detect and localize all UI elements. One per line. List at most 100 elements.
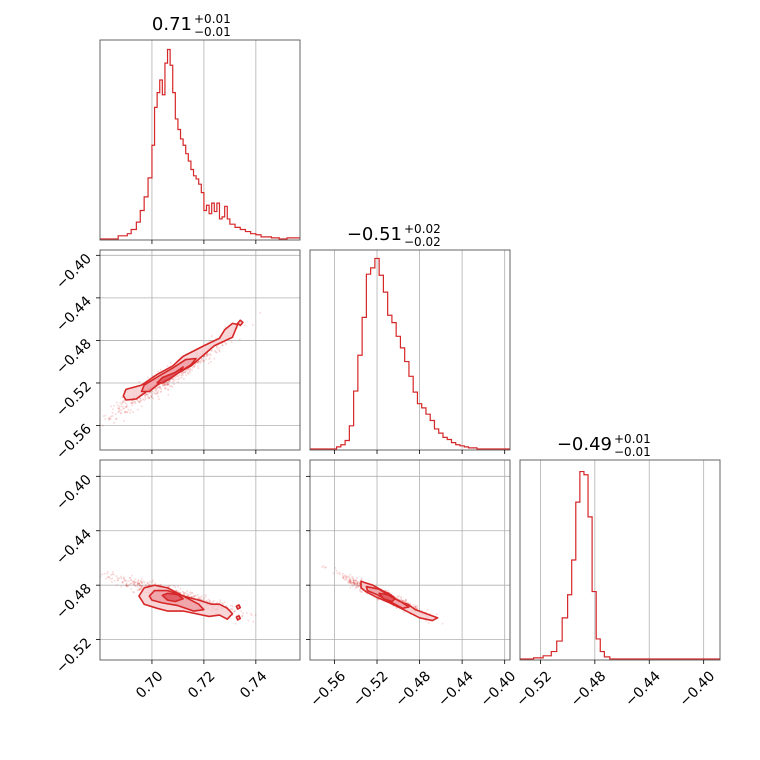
scatter-point	[200, 598, 203, 600]
scatter-point	[352, 578, 354, 580]
scatter-point	[150, 394, 152, 397]
scatter-point	[409, 613, 412, 615]
scatter-point	[348, 580, 351, 583]
scatter-point	[136, 581, 138, 583]
scatter-point	[163, 384, 166, 386]
scatter-point	[146, 585, 149, 587]
scatter-point	[210, 335, 213, 337]
scatter-point	[116, 577, 119, 579]
scatter-point	[156, 390, 158, 393]
scatter-point	[206, 355, 208, 357]
scatter-point	[223, 341, 226, 343]
scatter-point	[126, 404, 128, 407]
scatter-point	[414, 606, 417, 609]
scatter-point	[353, 583, 355, 585]
x-tick-label: −0.52	[513, 668, 555, 710]
scatter-point	[137, 400, 139, 402]
scatter-point	[120, 405, 123, 408]
scatter-point	[398, 598, 400, 601]
scatter-point	[222, 603, 224, 605]
scatter-point	[356, 582, 359, 585]
scatter-point	[92, 572, 94, 574]
scatter-point	[414, 605, 417, 607]
scatter-point	[193, 594, 196, 597]
scatter-point	[185, 369, 188, 371]
scatter-point	[166, 384, 169, 386]
scatter-point	[116, 584, 118, 586]
scatter-point	[214, 350, 216, 352]
scatter-point	[170, 384, 173, 387]
scatter-point	[221, 344, 224, 347]
scatter-point	[144, 394, 147, 397]
scatter-point	[219, 601, 221, 603]
scatter-point	[415, 607, 417, 610]
scatter-point	[127, 585, 129, 588]
scatter-point	[159, 387, 161, 390]
scatter-point	[118, 410, 120, 413]
scatter-point	[402, 599, 404, 602]
scatter-point	[125, 406, 128, 408]
scatter-point	[126, 585, 128, 588]
scatter-point	[352, 579, 355, 582]
x-tick-label: −0.56	[307, 668, 349, 710]
scatter-point	[210, 361, 212, 363]
scatter-point	[174, 586, 177, 588]
scatter-point	[387, 589, 389, 592]
scatter-point	[131, 402, 134, 405]
scatter-point	[214, 351, 217, 353]
scatter-point	[402, 599, 404, 602]
scatter-point	[154, 389, 157, 392]
scatter-point	[197, 362, 199, 364]
scatter-point	[146, 393, 148, 395]
x-tick-label: −0.48	[393, 668, 435, 710]
panel-content	[100, 312, 262, 427]
scatter-point	[178, 377, 181, 379]
scatter-point	[193, 596, 196, 598]
scatter-point	[192, 365, 195, 367]
scatter-point	[250, 612, 252, 615]
scatter-point	[409, 602, 411, 605]
scatter-point	[216, 345, 218, 348]
scatter-point	[111, 571, 114, 573]
scatter-point	[347, 575, 349, 578]
scatter-point	[124, 410, 127, 413]
scatter-point	[137, 582, 139, 585]
scatter-point	[183, 592, 186, 594]
scatter-point	[122, 581, 124, 583]
scatter-point	[405, 598, 407, 601]
scatter-point	[441, 622, 444, 625]
scatter-point	[208, 601, 211, 604]
scatter-point	[121, 402, 124, 404]
scatter-point	[206, 353, 209, 356]
scatter-point	[117, 579, 120, 582]
panel-hist-2-2: −0.49 +0.01−0.01 −0.52 −0.48 −0.44 −0.40	[513, 432, 721, 710]
scatter-point	[132, 411, 134, 413]
scatter-point	[118, 405, 121, 408]
x-tick-label: −0.52	[350, 668, 392, 710]
scatter-point	[141, 584, 144, 587]
scatter-point	[167, 389, 170, 391]
scatter-point	[138, 588, 140, 591]
scatter-point	[424, 611, 427, 614]
scatter-point	[134, 578, 137, 580]
scatter-point	[110, 574, 113, 576]
scatter-point	[219, 346, 221, 349]
scatter-point	[360, 591, 362, 593]
scatter-point	[176, 374, 179, 376]
x-tick-label: 0.74	[237, 668, 270, 701]
scatter-point	[150, 396, 153, 398]
scatter-point	[205, 600, 208, 603]
scatter-point	[125, 582, 128, 585]
scatter-point	[231, 614, 234, 617]
scatter-point	[152, 579, 155, 582]
scatter-point	[324, 566, 326, 569]
scatter-point	[184, 592, 187, 594]
panel-title-plus: +0.01	[194, 12, 231, 26]
scatter-point	[178, 592, 181, 594]
scatter-point	[354, 582, 357, 585]
scatter-point	[241, 614, 244, 617]
scatter-point	[203, 359, 206, 362]
scatter-point	[148, 397, 150, 400]
scatter-point	[347, 581, 349, 584]
scatter-point	[355, 583, 357, 586]
